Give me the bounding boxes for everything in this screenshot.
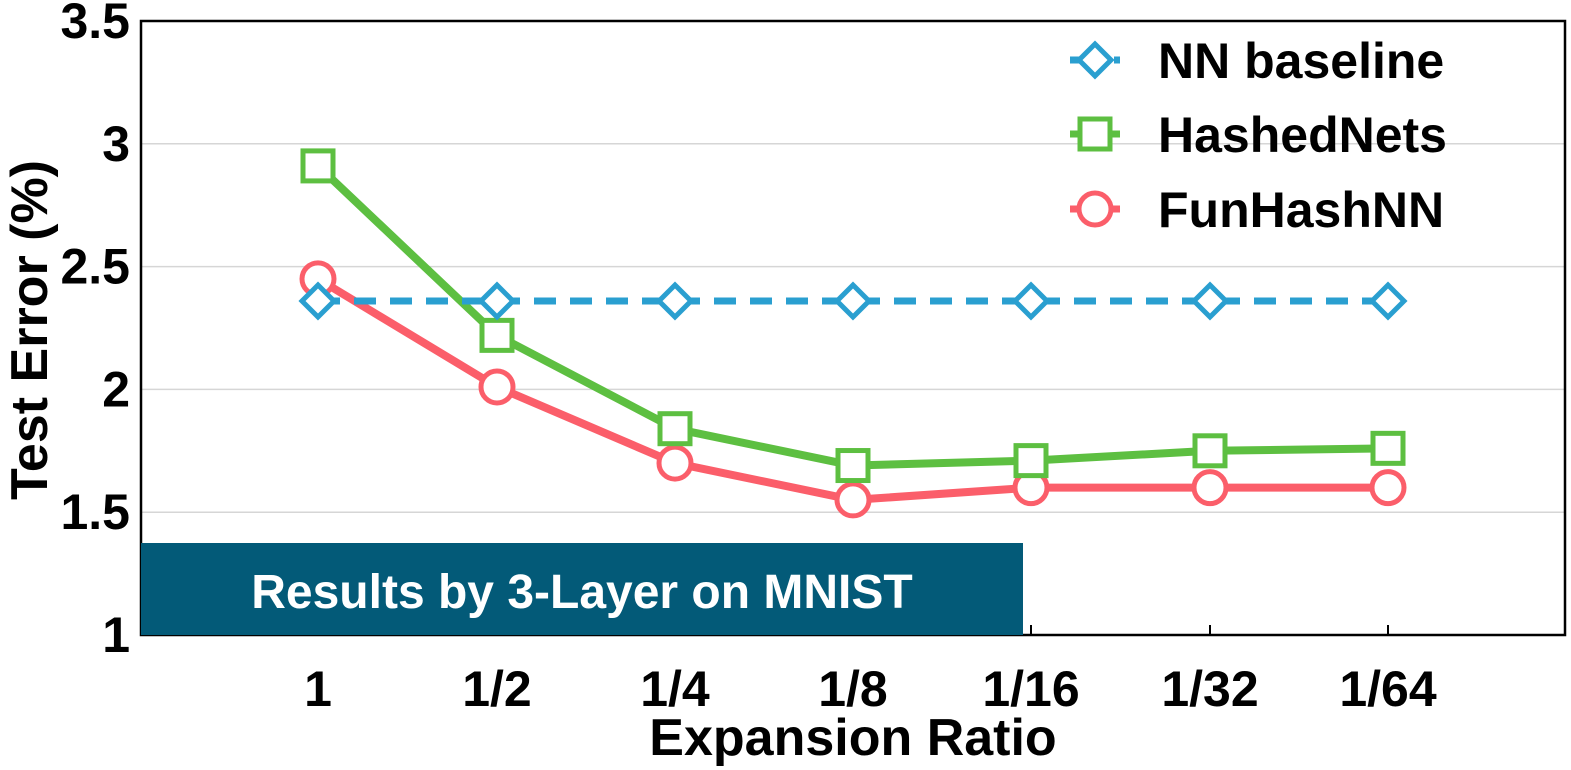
legend: NN baseline HashedNets FunHashNN xyxy=(1070,33,1447,238)
data-point-marker xyxy=(1369,469,1407,507)
data-point-marker xyxy=(1368,281,1408,321)
x-tick-label: 1 xyxy=(304,661,332,717)
data-point-marker xyxy=(1191,469,1229,507)
data-point-marker xyxy=(478,368,516,406)
legend-item: NN baseline xyxy=(1070,33,1444,89)
data-point-marker xyxy=(835,448,871,484)
x-axis-label: Expansion Ratio xyxy=(649,709,1056,767)
y-tick-label: 1.5 xyxy=(60,484,130,540)
x-tick-label: 1/16 xyxy=(982,661,1079,717)
x-tick-label: 1/2 xyxy=(462,661,532,717)
annotation-background xyxy=(141,543,1023,635)
series-layer xyxy=(298,148,1408,519)
series-hashednets xyxy=(300,148,1406,484)
y-tick-label: 3 xyxy=(102,116,130,172)
legend-label: HashedNets xyxy=(1158,107,1447,163)
data-point-marker xyxy=(479,317,515,353)
data-point-marker xyxy=(833,281,873,321)
legend-label: FunHashNN xyxy=(1158,182,1444,238)
series-nn-baseline xyxy=(298,281,1408,321)
y-tick-label: 2.5 xyxy=(60,239,130,295)
legend-swatch-marker xyxy=(1076,190,1114,228)
annotation-banner: Results by 3-Layer on MNIST xyxy=(141,543,1023,635)
legend-label: NN baseline xyxy=(1158,33,1444,89)
series-funhashnn xyxy=(299,260,1407,519)
legend-item: FunHashNN xyxy=(1070,182,1444,238)
data-point-marker xyxy=(300,148,336,184)
data-point-marker xyxy=(1013,443,1049,479)
data-point-marker xyxy=(298,281,338,321)
legend-item: HashedNets xyxy=(1070,107,1447,163)
legend-swatch-marker xyxy=(1075,40,1115,80)
y-tick-label: 3.5 xyxy=(60,0,130,49)
data-point-marker xyxy=(1192,433,1228,469)
data-point-marker xyxy=(657,411,693,447)
annotation-text: Results by 3-Layer on MNIST xyxy=(251,566,912,619)
x-tick-label: 1/8 xyxy=(818,661,888,717)
data-point-marker xyxy=(1370,430,1406,466)
data-point-marker xyxy=(655,281,695,321)
data-point-marker xyxy=(656,444,694,482)
y-axis-label: Test Error (%) xyxy=(1,160,59,500)
y-tick-label: 1 xyxy=(102,607,130,663)
x-tick-label: 1/32 xyxy=(1161,661,1258,717)
legend-swatch-marker xyxy=(1077,116,1113,152)
data-point-marker xyxy=(834,481,872,519)
y-tick-label: 2 xyxy=(102,361,130,417)
data-point-marker xyxy=(1190,281,1230,321)
data-point-marker xyxy=(477,281,517,321)
x-tick-label: 1/4 xyxy=(640,661,710,717)
x-tick-label: 1/64 xyxy=(1339,661,1437,717)
x-axis-ticks: 1 1/2 1/4 1/8 1/16 1/32 1/64 xyxy=(304,625,1437,717)
data-point-marker xyxy=(1011,281,1051,321)
y-axis-ticks: 1 1.5 2 2.5 3 3.5 xyxy=(60,0,130,663)
